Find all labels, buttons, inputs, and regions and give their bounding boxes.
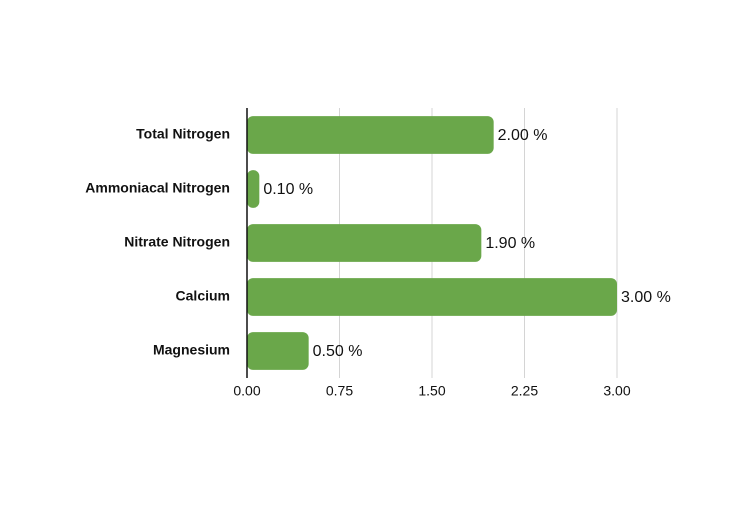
bar (247, 224, 482, 262)
x-tick-label: 1.50 (418, 383, 445, 399)
value-label: 1.90 % (485, 235, 535, 252)
value-label: 0.10 % (263, 181, 313, 198)
x-tick-label: 3.00 (603, 383, 630, 399)
bar (247, 116, 494, 154)
bar (247, 278, 617, 316)
x-tick-label: 0.75 (326, 383, 353, 399)
x-tick-label: 0.00 (233, 383, 260, 399)
y-tick-label: Total Nitrogen (136, 126, 230, 142)
y-tick-label: Calcium (176, 288, 230, 304)
bar (247, 170, 260, 208)
y-tick-label: Ammoniacal Nitrogen (85, 180, 230, 196)
value-label: 0.50 % (313, 343, 363, 360)
x-tick-label: 2.25 (511, 383, 538, 399)
y-tick-label: Nitrate Nitrogen (124, 234, 230, 250)
bar (247, 332, 309, 370)
value-label: 2.00 % (498, 127, 548, 144)
value-label: 3.00 % (621, 289, 671, 306)
y-tick-label: Magnesium (153, 342, 230, 358)
